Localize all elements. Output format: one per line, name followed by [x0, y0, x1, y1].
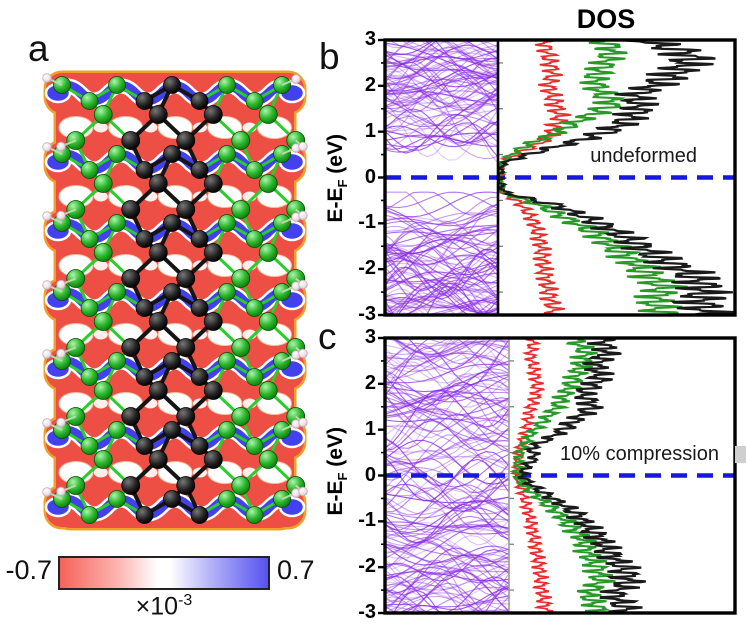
- y-tick-label: 2: [364, 73, 376, 96]
- y-tick-label: 1: [364, 417, 376, 440]
- colorbar-multiplier-base: ×10: [135, 592, 179, 621]
- y-tick-label: -1: [358, 509, 376, 532]
- dos-curve-black-total: [517, 338, 646, 613]
- dos-curve-black-total: [498, 40, 735, 315]
- y-tick-label: 0: [364, 165, 376, 188]
- dos-axis-title: DOS: [576, 4, 636, 34]
- y-tick-label: 1: [364, 119, 376, 142]
- hydrogen-atoms: [42, 73, 308, 500]
- charge-density-structure-image: [42, 70, 308, 531]
- colorbar-max-label: 0.7: [277, 555, 315, 585]
- panel-c-bands-and-dos-plot: [378, 336, 737, 615]
- y-tick-label: -1: [358, 211, 376, 234]
- y-tick-label: 3: [364, 326, 376, 348]
- y-tick-label: -3: [358, 303, 376, 325]
- y-tick-label: 3: [364, 28, 376, 50]
- panel-b-label: b: [319, 36, 340, 77]
- band-structure-lines: [385, 40, 498, 315]
- panel-b-annotation: undeformed: [590, 145, 697, 167]
- dos-curves: [509, 338, 646, 613]
- band-structure-lines: [385, 338, 509, 613]
- y-tick-label: -2: [358, 257, 376, 280]
- y-tick-label: 0: [364, 463, 376, 486]
- colorbar-min-label: -0.7: [5, 555, 52, 585]
- panel-c-annotation: 10% compression: [560, 443, 719, 465]
- atoms: [53, 76, 306, 524]
- y-tick-label: 2: [364, 371, 376, 394]
- panel-a-label: a: [28, 28, 49, 69]
- plot-border: [383, 38, 737, 317]
- dos-curve-green: [509, 338, 616, 613]
- colorbar-multiplier-exponent: -3: [178, 592, 193, 609]
- plot-border: [383, 336, 737, 615]
- y-tick-label: -3: [358, 601, 376, 623]
- colorbar-multiplier: ×10-3: [104, 592, 224, 621]
- panel-b-bands-and-dos-plot: [378, 38, 737, 317]
- colorbar-gradient: [58, 556, 270, 590]
- y-tick-label: -2: [358, 555, 376, 578]
- gray-edge-artifact: [735, 446, 746, 463]
- panel-c-label: c: [318, 316, 337, 357]
